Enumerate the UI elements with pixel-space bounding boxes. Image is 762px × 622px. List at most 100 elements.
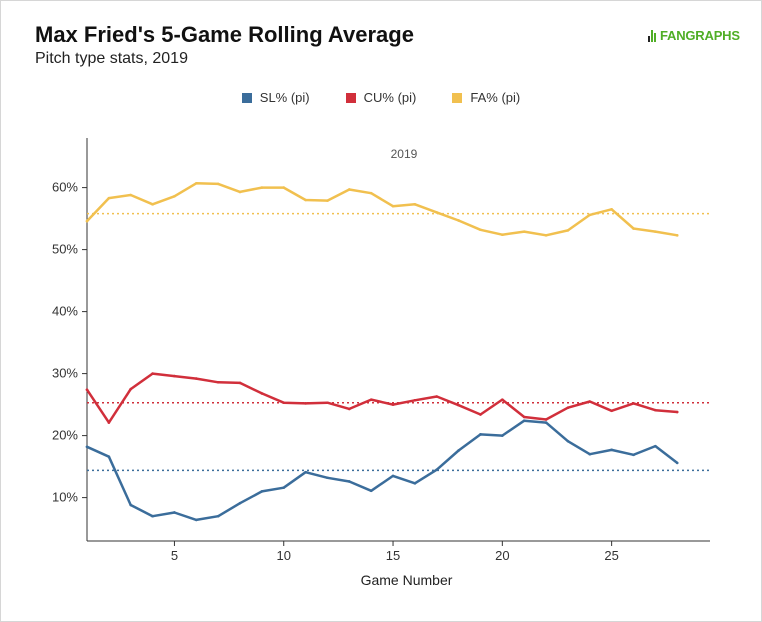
data-point (522, 230, 526, 233)
data-point (173, 374, 176, 378)
data-point (435, 211, 439, 214)
data-point (369, 191, 373, 195)
x-axis-title: Game Number (361, 572, 453, 588)
data-point (566, 229, 570, 232)
data-point (326, 401, 329, 405)
data-point (238, 381, 242, 385)
data-point (675, 410, 679, 414)
chart-subtitle: Pitch type stats, 2019 (35, 50, 188, 67)
data-point (304, 470, 307, 474)
x-tick-label: 5 (171, 548, 178, 563)
data-point (194, 518, 198, 522)
season-annotation: 2019 (391, 147, 418, 161)
legend-item-cu[interactable]: CU% (pi) (345, 90, 417, 105)
data-point (216, 380, 220, 384)
data-point (282, 401, 286, 405)
data-point (107, 196, 111, 200)
data-point (194, 377, 198, 380)
data-point (479, 413, 482, 416)
series-line (85, 372, 679, 424)
data-point (348, 407, 351, 411)
data-point (588, 400, 592, 403)
data-point (610, 448, 613, 452)
data-point (216, 514, 220, 518)
data-point (654, 408, 657, 412)
chart-legend: SL% (pi) CU% (pi) FA% (pi) (0, 90, 762, 105)
data-point (260, 186, 264, 189)
data-point (610, 409, 613, 413)
data-point (194, 181, 198, 185)
y-tick-label: 60% (52, 180, 78, 195)
y-tick-label: 50% (52, 242, 78, 257)
data-point (391, 204, 395, 208)
data-point (304, 198, 307, 202)
data-point (413, 482, 417, 485)
data-point (632, 227, 635, 230)
data-point (588, 452, 592, 456)
data-point (151, 203, 154, 206)
data-point (369, 398, 373, 401)
data-point (501, 398, 504, 401)
data-point (632, 453, 635, 457)
data-point (326, 199, 329, 202)
data-point (129, 193, 133, 197)
data-point (85, 388, 89, 392)
legend-label-fa: FA% (pi) (470, 90, 521, 105)
data-point (610, 208, 613, 211)
data-point (435, 468, 439, 472)
x-tick-label: 15 (386, 548, 400, 563)
data-point (544, 421, 548, 424)
data-point (282, 486, 286, 489)
data-point (85, 445, 89, 449)
data-point (391, 403, 395, 406)
data-point (391, 474, 395, 478)
series-line (85, 419, 679, 522)
data-point (260, 392, 264, 395)
data-point (654, 444, 657, 448)
data-point (238, 501, 242, 505)
legend-item-fa[interactable]: FA% (pi) (452, 90, 520, 105)
data-point (457, 403, 460, 407)
data-point (675, 234, 679, 237)
legend-swatch-fa (452, 92, 463, 103)
legend-swatch-cu (345, 92, 356, 103)
x-tick-label: 25 (604, 548, 618, 563)
data-point (151, 514, 154, 518)
bar-chart-icon (648, 29, 658, 42)
data-point (457, 449, 460, 452)
data-point (326, 476, 329, 480)
data-point (544, 234, 548, 237)
data-point (544, 418, 548, 421)
y-tick-label: 20% (52, 428, 78, 443)
data-point (129, 503, 133, 507)
y-tick-label: 40% (52, 304, 78, 319)
data-point (501, 434, 504, 437)
data-point (173, 194, 176, 198)
x-tick-label: 20 (495, 548, 509, 563)
chart-title: Max Fried's 5-Game Rolling Average (35, 22, 414, 47)
data-point (413, 203, 417, 206)
legend-label-cu: CU% (pi) (363, 90, 417, 105)
data-point (501, 233, 504, 237)
data-point (457, 219, 460, 222)
data-point (435, 395, 439, 398)
data-point (85, 219, 89, 223)
data-point (216, 182, 220, 186)
x-tick-label: 10 (277, 548, 291, 563)
data-point (566, 406, 570, 410)
legend-label-sl: SL% (pi) (259, 90, 310, 105)
data-point (654, 230, 657, 233)
series-line (85, 182, 679, 237)
data-point (522, 415, 526, 419)
fangraphs-logo: FANGRAPHS (648, 28, 740, 43)
data-point (151, 372, 154, 375)
data-point (107, 421, 111, 424)
data-point (588, 213, 592, 217)
data-point (522, 419, 526, 423)
data-point (413, 398, 417, 402)
data-point (173, 511, 176, 514)
data-point (260, 490, 264, 493)
y-tick-label: 30% (52, 366, 78, 381)
legend-item-sl[interactable]: SL% (pi) (241, 90, 310, 105)
